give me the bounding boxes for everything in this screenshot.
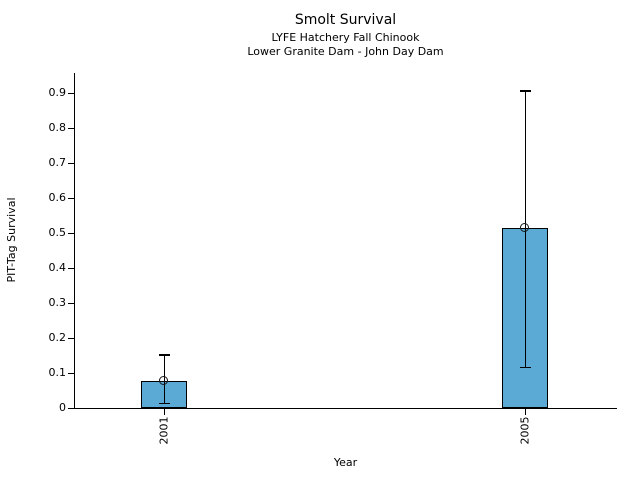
y-tick-label: 0.6 xyxy=(48,190,67,204)
y-tick xyxy=(68,162,74,164)
error-bar-cap-top xyxy=(519,90,531,92)
y-tick-label: 0.3 xyxy=(48,295,67,309)
data-point-marker xyxy=(520,222,530,232)
y-tick xyxy=(68,197,74,199)
y-tick xyxy=(68,127,74,129)
y-tick-label: 0.2 xyxy=(48,330,67,344)
x-axis-spine xyxy=(74,408,617,409)
y-tick xyxy=(68,267,74,269)
error-bar-cap-bottom xyxy=(158,402,170,405)
error-bar-cap-bottom xyxy=(519,366,531,369)
y-tick xyxy=(68,232,74,234)
y-tick-label: 0.9 xyxy=(48,85,67,99)
x-tick-label: 2005 xyxy=(518,416,532,445)
y-tick-label: 0.4 xyxy=(48,260,67,274)
y-tick xyxy=(68,302,74,304)
y-tick-label: 0.8 xyxy=(48,120,67,134)
x-axis-label: Year xyxy=(333,456,358,469)
y-axis-spine xyxy=(74,73,75,408)
error-bar-cap-top xyxy=(158,354,170,356)
y-tick xyxy=(68,372,74,374)
y-tick-label: 0.5 xyxy=(48,225,67,239)
y-tick-label: 0.7 xyxy=(48,155,67,169)
chart-subtitle-line2: Lower Granite Dam - John Day Dam xyxy=(247,45,444,58)
x-tick-label: 2001 xyxy=(157,416,171,445)
x-tick xyxy=(164,409,165,415)
data-point-marker xyxy=(159,376,169,386)
chart-subtitle-line1: LYFE Hatchery Fall Chinook xyxy=(271,31,420,44)
x-tick xyxy=(525,409,526,415)
y-tick-label: 0 xyxy=(59,401,66,414)
y-tick xyxy=(68,92,74,94)
y-tick xyxy=(68,337,74,339)
chart-title: Smolt Survival xyxy=(294,12,397,28)
y-tick xyxy=(68,408,74,409)
y-tick-label: 0.1 xyxy=(48,365,67,379)
